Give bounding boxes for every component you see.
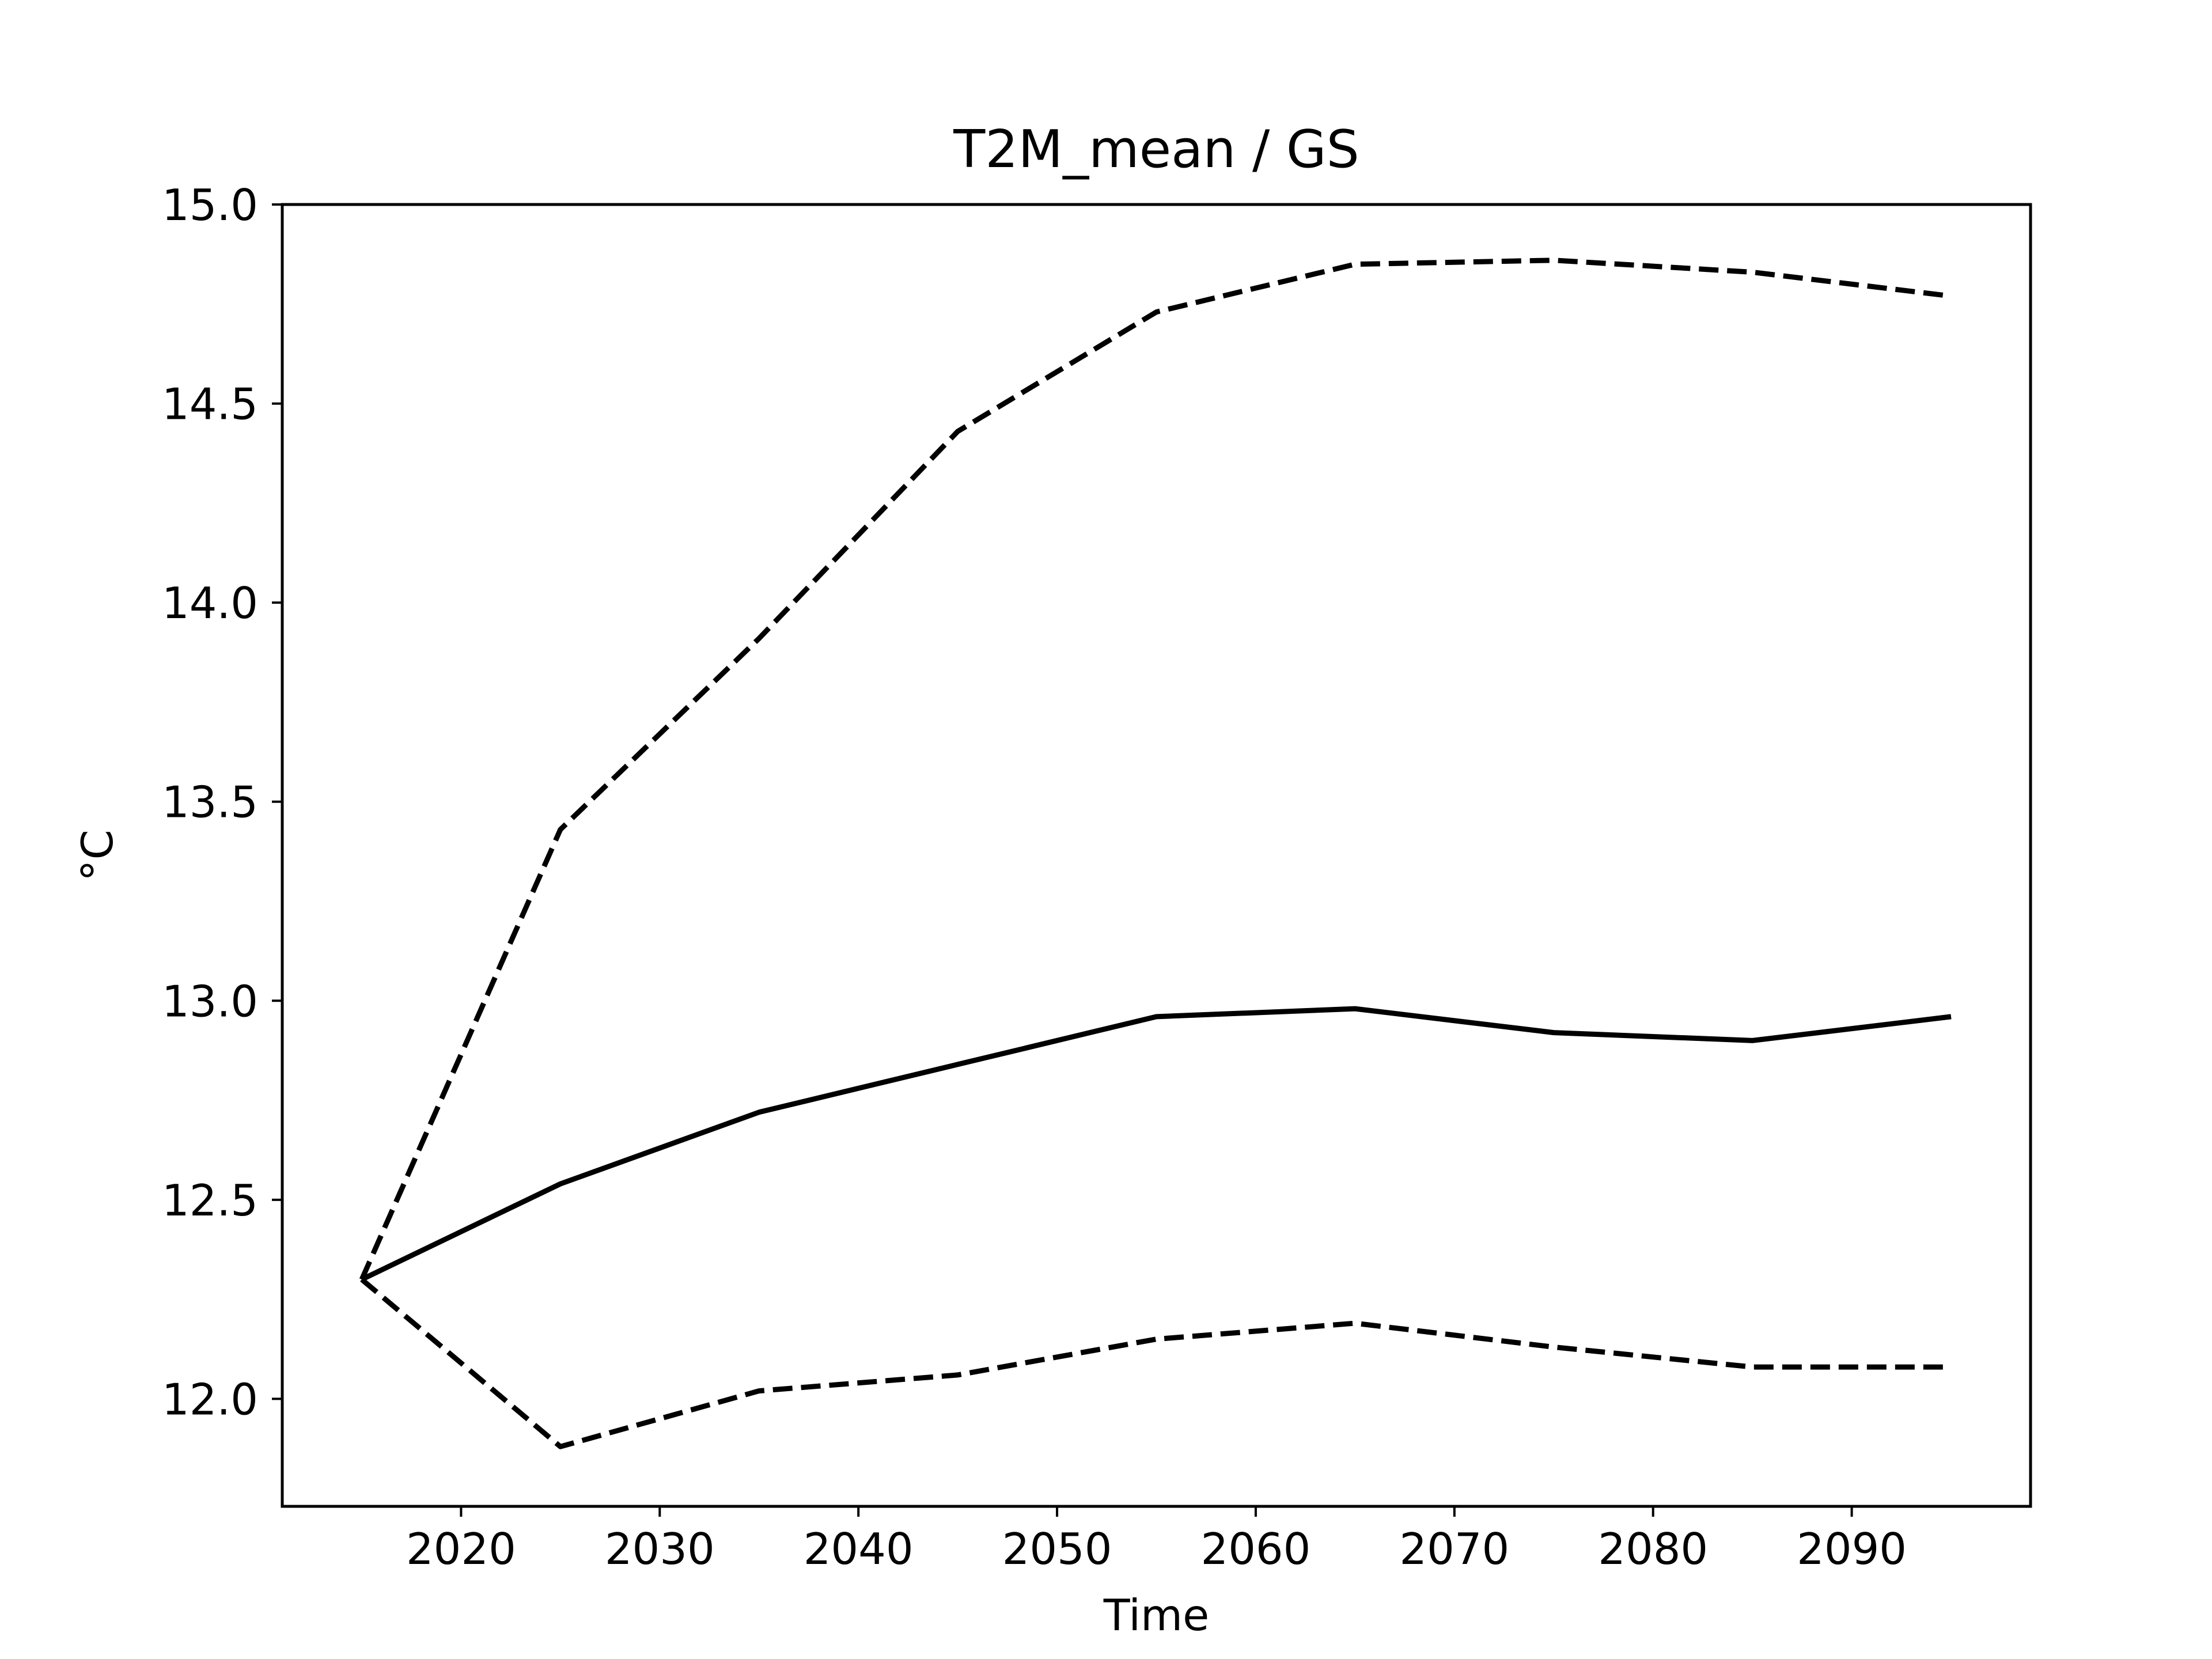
chart-title: T2M_mean / GS bbox=[953, 119, 1359, 180]
x-tick-label: 2040 bbox=[804, 1524, 914, 1574]
y-tick-label: 12.0 bbox=[162, 1374, 258, 1425]
x-tick-label: 2080 bbox=[1598, 1524, 1708, 1574]
x-tick-label: 2020 bbox=[406, 1524, 516, 1574]
y-tick-label: 13.0 bbox=[162, 976, 258, 1027]
x-tick-label: 2090 bbox=[1797, 1524, 1907, 1574]
x-tick-label: 2060 bbox=[1201, 1524, 1311, 1574]
series-line-lower-bound bbox=[360, 1277, 1951, 1449]
series-line-upper-bound bbox=[359, 257, 1952, 1281]
axes-frame bbox=[281, 203, 2032, 1508]
series-line-mean bbox=[361, 1006, 1952, 1282]
y-axis: 12.0 12.5 13.0 13.5 14.0 14.5 15.0 bbox=[162, 180, 282, 1425]
plot-area bbox=[359, 257, 1952, 1449]
x-axis-label: Time bbox=[1103, 1590, 1210, 1641]
y-tick-label: 14.0 bbox=[162, 578, 258, 628]
x-axis: 2020 2030 2040 2050 2060 2070 2080 2090 bbox=[406, 1506, 1907, 1574]
y-tick-label: 14.5 bbox=[162, 379, 258, 430]
x-tick-label: 2070 bbox=[1399, 1524, 1509, 1574]
y-tick-label: 13.5 bbox=[162, 777, 258, 828]
y-axis-label: °C bbox=[72, 830, 123, 881]
x-tick-label: 2050 bbox=[1002, 1524, 1112, 1574]
y-tick-label: 15.0 bbox=[162, 180, 258, 230]
y-tick-label: 12.5 bbox=[162, 1175, 258, 1226]
x-tick-label: 2030 bbox=[605, 1524, 715, 1574]
